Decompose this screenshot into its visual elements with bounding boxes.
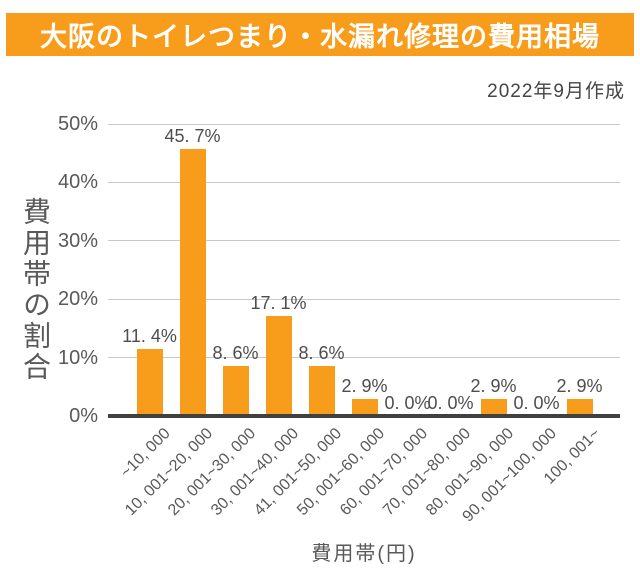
bar-value-label: 0. 0%: [384, 393, 431, 413]
y-tick-label: 50%: [57, 113, 98, 135]
x-axis-line: [108, 414, 620, 418]
bar-slot: 0. 0%: [427, 124, 474, 416]
x-axis-title: 費用帯(円): [311, 543, 417, 565]
chart-title: 大阪のトイレつまり・水漏れ修理の費用相場: [40, 22, 600, 52]
bar-value-label: 2. 9%: [341, 376, 388, 397]
bar-slot: 2. 9%: [556, 124, 603, 416]
bar-slot: 17. 1%: [250, 124, 307, 416]
bar-value-label: 17. 1%: [250, 293, 307, 314]
bar-slot: 2. 9%: [470, 124, 517, 416]
x-axis-tick-labels: ~10, 000 10, 001~20, 000 20, 001~30, 000 30…: [108, 415, 620, 545]
bar-slot: 0. 0%: [513, 124, 560, 416]
bar: [222, 365, 249, 416]
title-banner: 大阪のトイレつまり・水漏れ修理の費用相場: [6, 13, 634, 56]
gridline-20%: [108, 298, 620, 300]
bar-value-label: 8. 6%: [212, 342, 259, 363]
gridline-10%: [108, 357, 620, 359]
date-note: 2022年9月作成: [487, 81, 625, 102]
gridline-50%: [108, 123, 620, 125]
bar-slot: 11. 4%: [122, 124, 177, 416]
y-tick-label: 30%: [57, 229, 98, 252]
plot-area: 11. 4% 45. 7% 8. 6% 17. 1% 8. 6% 2. 9% 0. 0% 0.…: [108, 123, 620, 418]
bar-value-label: 2. 9%: [470, 376, 517, 397]
y-tick-label: 0%: [69, 405, 98, 427]
y-tick-label: 20%: [57, 288, 98, 311]
bar-series: 11. 4% 45. 7% 8. 6% 17. 1% 8. 6% 2. 9% 0. 0% 0.…: [122, 124, 603, 416]
bar-slot: 45. 7%: [164, 124, 221, 416]
bar-value-label: 0. 0%: [427, 393, 474, 413]
bar: [566, 399, 593, 416]
y-tick-label: 10%: [57, 346, 98, 369]
bar-value-label: 2. 9%: [556, 376, 603, 397]
bar-slot: 8. 6%: [298, 124, 345, 416]
bar-value-label: 45. 7%: [164, 126, 221, 147]
bar-value-label: 8. 6%: [298, 342, 345, 363]
gridline-30%: [108, 240, 620, 242]
bar: [351, 399, 378, 416]
gridline-40%: [108, 181, 620, 183]
bar-slot: 8. 6%: [212, 124, 259, 416]
y-axis-tick-labels: 0% 10% 20% 30% 40% 50%: [0, 113, 98, 427]
y-axis-title: 費用帯の割合: [20, 197, 51, 383]
bar-slot: 2. 9%: [341, 124, 388, 416]
bar-value-label: 0. 0%: [513, 393, 560, 413]
bar: [179, 149, 206, 416]
y-tick-label: 40%: [57, 171, 98, 194]
bar: [136, 349, 163, 416]
bar-value-label: 11. 4%: [122, 326, 177, 347]
bar: [308, 365, 335, 416]
bar: [265, 316, 292, 416]
bar: [480, 399, 507, 416]
bar-slot: 0. 0%: [384, 124, 431, 416]
